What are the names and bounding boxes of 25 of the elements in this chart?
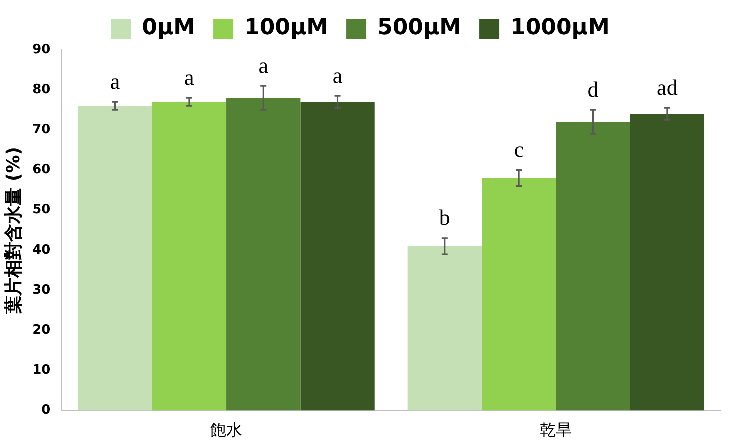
y-tick-label: 50 <box>32 202 51 218</box>
y-tick-label: 60 <box>32 162 51 178</box>
y-axis-title: 葉片相對含水量 (%) <box>3 147 24 315</box>
data-label: b <box>439 205 450 230</box>
data-label: a <box>258 52 269 78</box>
data-label: c <box>514 137 524 162</box>
legend-label: 100μM <box>244 16 329 41</box>
legend-label: 500μM <box>378 16 462 41</box>
data-label: d <box>588 76 599 102</box>
data-label: a <box>184 64 195 90</box>
data-label: a <box>332 62 343 88</box>
y-tick-label: 90 <box>32 42 51 58</box>
x-tick-label: 乾旱 <box>540 420 572 440</box>
y-tick-label: 70 <box>32 122 51 138</box>
legend-label: 1000μM <box>510 16 610 41</box>
y-tick-label: 80 <box>32 82 51 98</box>
y-tick-label: 30 <box>32 282 51 298</box>
y-tick-label: 20 <box>32 322 51 338</box>
data-label: ad <box>657 74 678 100</box>
x-tick-label: 飽水 <box>210 420 243 440</box>
legend-label: 0μM <box>142 16 196 41</box>
y-tick-label: 40 <box>32 242 51 258</box>
y-tick-label: 0 <box>42 403 51 418</box>
y-tick-label: 10 <box>32 363 51 378</box>
data-label: a <box>110 68 120 94</box>
